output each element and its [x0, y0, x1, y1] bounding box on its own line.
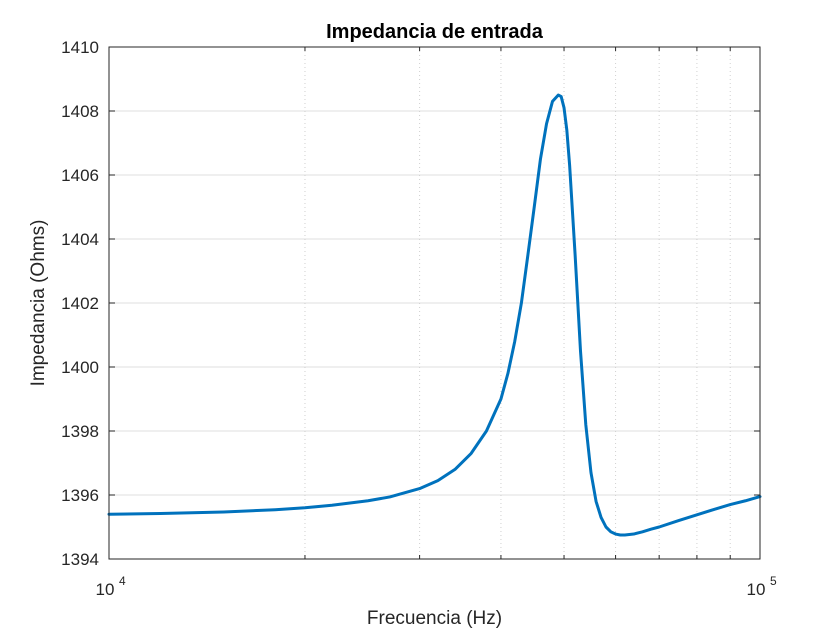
y-tick-label: 1396 [61, 486, 99, 505]
series-layer [107, 93, 762, 537]
grid [109, 47, 760, 559]
y-tick-label: 1398 [61, 422, 99, 441]
y-axis-label: Impedancia (Ohms) [28, 220, 49, 387]
x-tick-label: 10 [96, 580, 115, 599]
x-tick-label: 10 [747, 580, 766, 599]
x-tick-label-exponent: 5 [770, 574, 777, 588]
y-tick-label: 1406 [61, 166, 99, 185]
y-tick-labels: 1394 1396 1398 1400 1402 1404 1406 1408 1410 [61, 38, 99, 569]
y-tick-label: 1404 [61, 230, 99, 249]
x-tick-label-exponent: 4 [119, 574, 126, 588]
y-tick-label: 1410 [61, 38, 99, 57]
ticks [109, 46, 760, 560]
x-tick-labels: 10 4 10 5 [96, 574, 777, 599]
y-tick-label: 1408 [61, 102, 99, 121]
chart-title: Impedancia de entrada [326, 21, 544, 43]
y-tick-label: 1400 [61, 358, 99, 377]
y-tick-label: 1402 [61, 294, 99, 313]
impedance-line [107, 93, 762, 537]
x-axis-label: Frecuencia (Hz) [367, 608, 502, 629]
y-tick-label: 1394 [61, 550, 99, 569]
